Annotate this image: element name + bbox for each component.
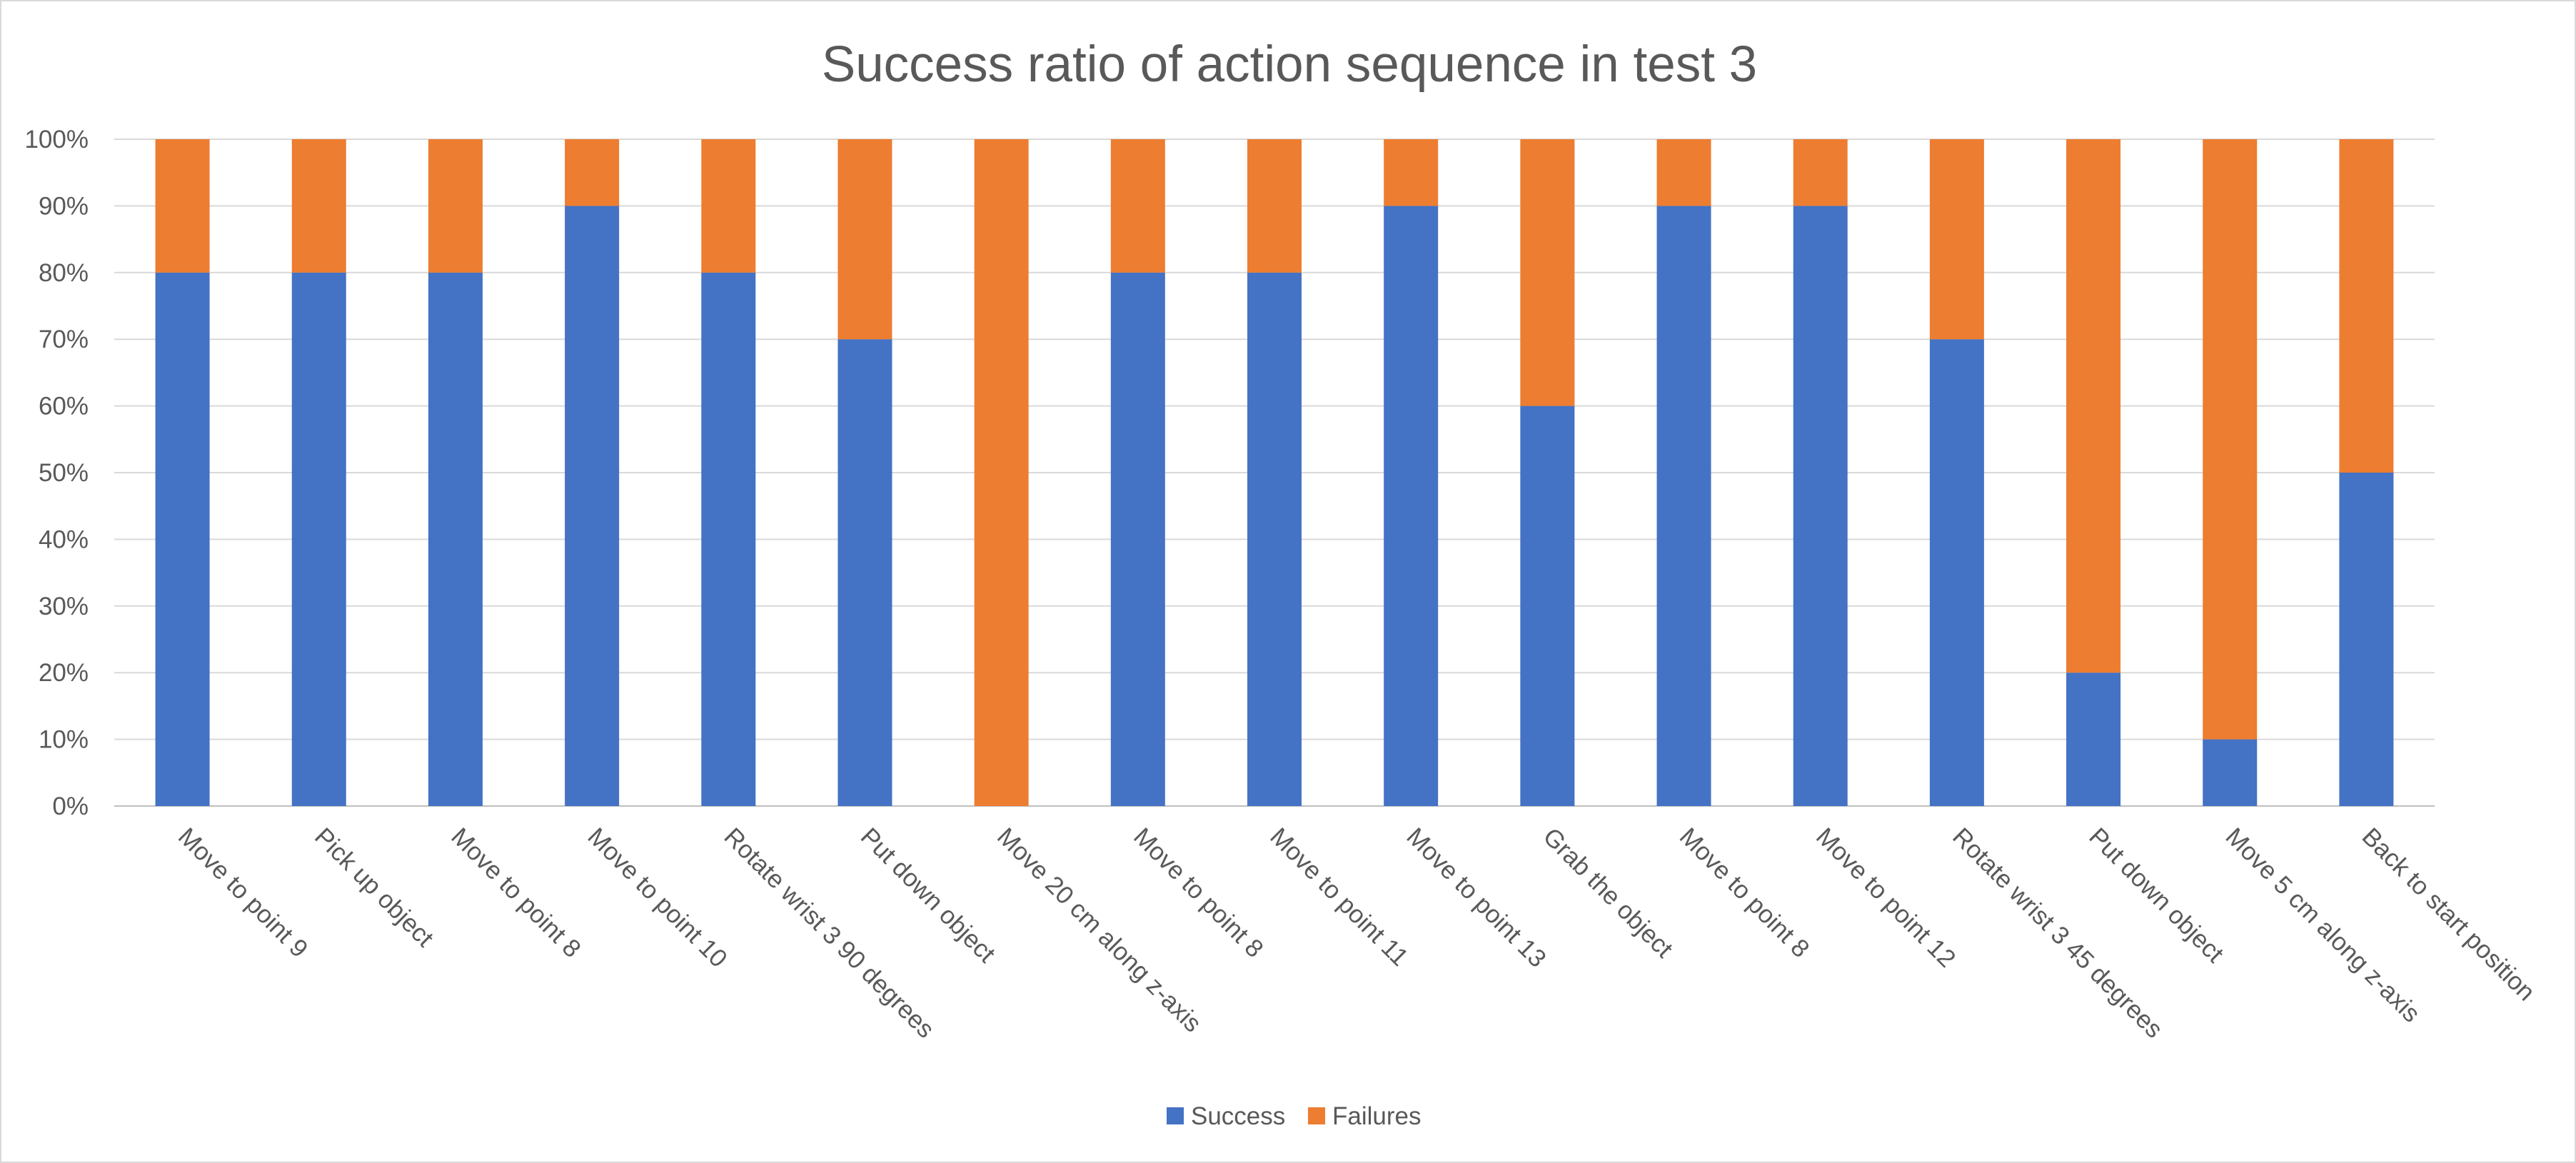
- x-tick-label: Pick up object: [309, 822, 439, 952]
- bar-failures: [1656, 139, 1711, 206]
- x-tick-label: Grab the object: [1538, 822, 1679, 963]
- x-tick-label: Put down object: [2083, 822, 2229, 968]
- y-axis-ticks: 0% 10% 20% 30% 40% 50% 60% 70% 80% 90% 100%: [24, 126, 89, 820]
- bar-success: [2203, 739, 2258, 806]
- x-tick-label: Move to point 13: [1402, 822, 1552, 973]
- legend-label-failures: Failures: [1332, 1102, 1421, 1130]
- bar-success: [428, 272, 483, 806]
- x-tick-label: Move to point 8: [1128, 822, 1269, 963]
- bar-success: [837, 339, 892, 806]
- bar-failures: [2066, 139, 2121, 673]
- bar-failures: [1384, 139, 1439, 206]
- bar-success: [291, 272, 346, 806]
- bar-success: [1247, 272, 1302, 806]
- bar-failures: [837, 139, 892, 340]
- x-tick-label: Move to point 9: [173, 822, 313, 963]
- bar-failures: [2203, 139, 2258, 740]
- x-tick-label: Move to point 12: [1811, 822, 1961, 973]
- bar-failures: [428, 139, 483, 273]
- bar-success: [565, 206, 620, 806]
- bar-failures: [1110, 139, 1165, 273]
- legend-swatch-failures: [1308, 1107, 1325, 1124]
- bar-failures: [291, 139, 346, 273]
- bar-success: [1384, 206, 1439, 806]
- y-tick-label: 90%: [39, 192, 89, 220]
- y-tick-label: 70%: [39, 326, 89, 353]
- bar-success: [1929, 339, 1984, 806]
- bar-success: [1110, 272, 1165, 806]
- legend-label-success: Success: [1191, 1102, 1285, 1130]
- y-tick-label: 40%: [39, 525, 89, 553]
- bar-success: [1520, 406, 1575, 806]
- y-tick-label: 80%: [39, 259, 89, 287]
- y-tick-label: 50%: [39, 459, 89, 487]
- bar-failures: [974, 139, 1029, 806]
- bar-failures: [1793, 139, 1848, 206]
- x-tick-label: Move to point 8: [1674, 822, 1815, 963]
- bars: [155, 139, 2394, 806]
- legend: Success Failures: [1167, 1102, 1421, 1130]
- x-tick-label: Move to point 11: [1264, 822, 1414, 972]
- legend-swatch-success: [1167, 1107, 1184, 1124]
- bar-success: [2339, 473, 2394, 806]
- bar-success: [701, 272, 756, 806]
- y-tick-label: 0%: [52, 792, 89, 820]
- chart-title: Success ratio of action sequence in test…: [822, 36, 1757, 93]
- bar-success: [155, 272, 210, 806]
- x-tick-label: Move to point 10: [582, 822, 733, 973]
- x-tick-label: Move to point 8: [446, 822, 586, 963]
- bar-failures: [701, 139, 756, 273]
- bar-success: [1793, 206, 1848, 806]
- bar-success: [1656, 206, 1711, 806]
- bar-failures: [1247, 139, 1302, 273]
- x-tick-label: Put down object: [855, 822, 1001, 968]
- bar-failures: [1929, 139, 1984, 340]
- y-tick-label: 10%: [39, 726, 89, 754]
- y-tick-label: 20%: [39, 659, 89, 687]
- y-tick-label: 60%: [39, 393, 89, 421]
- bar-failures: [155, 139, 210, 273]
- bar-failures: [1520, 139, 1575, 406]
- y-tick-label: 100%: [24, 126, 89, 153]
- bar-success: [2066, 673, 2121, 806]
- y-tick-label: 30%: [39, 593, 89, 620]
- bar-failures: [2339, 139, 2394, 473]
- bar-failures: [565, 139, 620, 206]
